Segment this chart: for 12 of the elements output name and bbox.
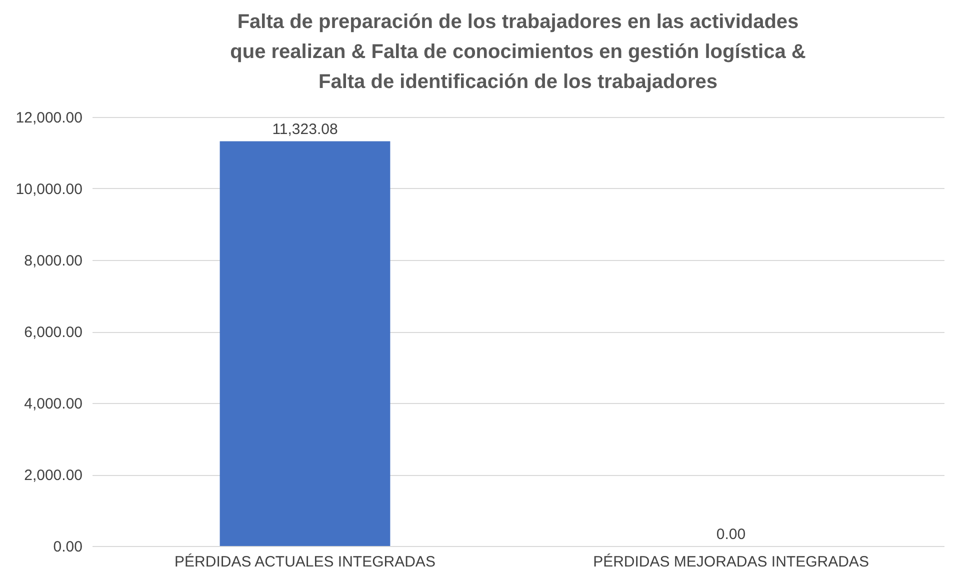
y-tick-label: 6,000.00 xyxy=(24,324,82,341)
y-tick-label: 8,000.00 xyxy=(24,252,82,270)
y-tick-label: 12,000.00 xyxy=(16,110,82,126)
data-label: 11,323.08 xyxy=(272,121,338,138)
y-tick-label: 2,000.00 xyxy=(24,467,82,484)
data-label: 0.00 xyxy=(716,526,746,543)
x-tick-label: PÉRDIDAS ACTUALES INTEGRADAS xyxy=(174,552,436,570)
y-tick-label: 4,000.00 xyxy=(24,396,82,412)
chart-title: Falta de preparación de los trabajadores en las actividades que realizan & Falta de conocimientos en gestión logística & Falta de identificación de los trabajadores xyxy=(230,11,806,93)
x-tick-label: PÉRDIDAS MEJORADAS INTEGRADAS xyxy=(593,552,869,570)
y-tick-label: 10,000.00 xyxy=(16,181,82,198)
y-tick-label: 0.00 xyxy=(53,538,82,556)
